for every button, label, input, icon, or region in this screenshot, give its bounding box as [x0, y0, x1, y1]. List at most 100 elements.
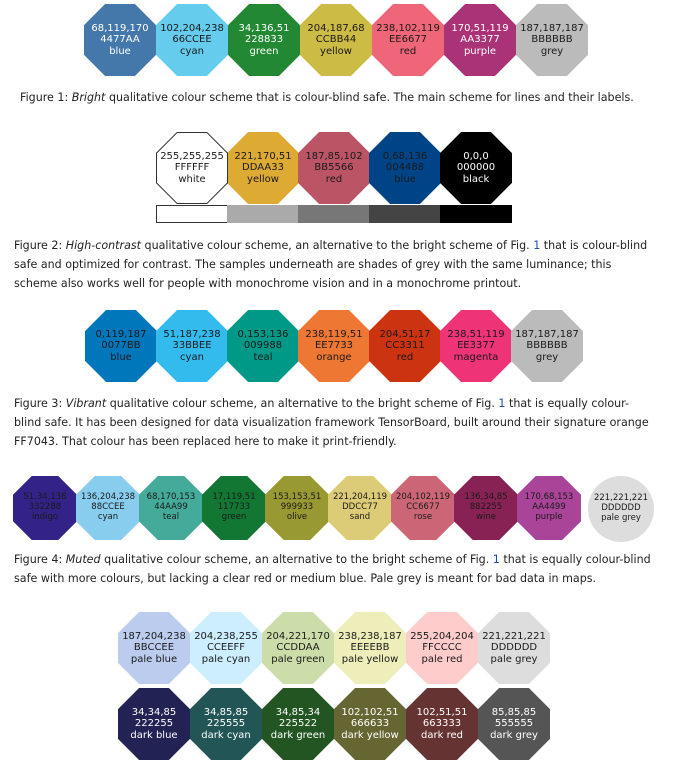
swatch-hex: DDAA33 — [242, 162, 284, 174]
swatch-rgb: 187,187,187 — [520, 22, 584, 34]
swatch-name: dark red — [421, 729, 463, 741]
swatch-name: dark yellow — [341, 729, 399, 741]
swatch-name: red — [399, 45, 417, 57]
swatch-name: pale grey — [601, 512, 641, 523]
swatch-name: red — [396, 351, 414, 363]
swatch-hex: FFCCCC — [422, 642, 462, 654]
swatch-name: grey — [540, 45, 564, 57]
white-swatch-outline — [156, 132, 228, 204]
swatch-rgb: 34,136,51 — [238, 22, 290, 34]
figure2-fig-ref[interactable]: 1 — [533, 239, 541, 252]
colour-swatch-blue: 0,68,136 004488 blue — [369, 132, 441, 204]
figure2-scheme-name: High-contrast — [65, 239, 141, 252]
swatch-rgb: 102,102,51 — [341, 706, 399, 718]
swatch-name: pale cyan — [201, 653, 251, 665]
figure4-fig-ref[interactable]: 1 — [492, 553, 500, 566]
grey-luminance-bar — [440, 205, 512, 223]
colour-swatch-green: 34,136,51 228833 green — [228, 4, 300, 76]
swatch-hex: CCBB44 — [315, 34, 357, 46]
swatch-rgb: 238,119,51 — [305, 328, 363, 340]
swatch-name: pale yellow — [341, 653, 399, 665]
colour-swatch-dark-green: 34,85,34 225522 dark green — [262, 688, 334, 760]
swatch-rgb: 136,204,238 — [80, 492, 136, 503]
swatch-name: wine — [476, 511, 496, 522]
colour-swatch-pale-grey: 221,221,221 DDDDDD pale grey — [478, 612, 550, 684]
swatch-name: indigo — [31, 511, 59, 522]
figure2-caption-text-b: that is colour-blind safe and optimized … — [14, 239, 648, 290]
swatch-rgb: 85,85,85 — [491, 706, 537, 718]
swatch-name: blue — [394, 173, 416, 185]
colour-swatch-red: 187,85,102 BB5566 red — [298, 132, 370, 204]
swatch-hex: 009988 — [243, 340, 283, 352]
swatch-hex: 66CCEE — [172, 34, 212, 46]
swatch-rgb: 204,102,119 — [395, 492, 451, 503]
swatch-hex: 000000 — [456, 162, 496, 174]
swatch-rgb: 238,102,119 — [376, 22, 440, 34]
swatch-name: teal — [162, 511, 180, 522]
swatch-name: blue — [110, 351, 132, 363]
swatch-hex: EEEEBB — [350, 642, 390, 654]
figure4-caption-text-b: that is equally colour-blind safe with m… — [14, 553, 651, 585]
swatch-rgb: 153,153,51 — [272, 492, 322, 503]
swatch-rgb: 221,221,221 — [482, 630, 546, 642]
swatch-rgb: 0,153,136 — [237, 328, 289, 340]
swatch-rgb: 51,187,238 — [163, 328, 221, 340]
figure3-label: Figure 3: — [14, 397, 63, 410]
colour-swatch-red: 238,102,119 EE6677 red — [372, 4, 444, 76]
grey-luminance-bar — [156, 205, 228, 223]
swatch-rgb: 102,204,238 — [160, 22, 224, 34]
colour-swatch-indigo: 51,34,136 332288 indigo — [13, 476, 77, 540]
swatch-rgb: 0,0,0 — [463, 150, 489, 162]
swatch-rgb: 255,204,204 — [410, 630, 474, 642]
swatch-hex: 332288 — [28, 502, 62, 513]
swatch-hex: AA4499 — [532, 502, 566, 513]
swatch-name: dark grey — [490, 729, 538, 741]
figure2-caption: Figure 2: High-contrast qualitative colo… — [14, 236, 654, 293]
swatch-hex: EE6677 — [388, 34, 428, 46]
swatch-name: green — [249, 45, 279, 57]
colour-swatch-pale-green: 204,221,170 CCDDAA pale green — [262, 612, 334, 684]
swatch-name: red — [325, 173, 343, 185]
swatch-name: blue — [109, 45, 131, 57]
figure1-label: Figure 1: — [20, 91, 69, 104]
figure1-caption-text: qualitative colour scheme that is colour… — [105, 91, 634, 104]
swatch-hex: 44AA99 — [154, 502, 188, 513]
swatch-rgb: 34,85,34 — [275, 706, 321, 718]
swatch-name: dark cyan — [201, 729, 251, 741]
swatch-hex: 555555 — [494, 718, 534, 730]
swatch-rgb: 238,238,187 — [338, 630, 402, 642]
swatch-hex: CC3311 — [385, 340, 425, 352]
swatch-name: magenta — [453, 351, 499, 363]
swatch-name: dark blue — [130, 729, 178, 741]
figure4-caption: Figure 4: Muted qualitative colour schem… — [14, 550, 654, 588]
swatch-hex: 666633 — [350, 718, 390, 730]
grey-luminance-bar — [227, 205, 299, 223]
colour-swatch-pale-cyan: 204,238,255 CCEEFF pale cyan — [190, 612, 262, 684]
colour-swatch-rose: 204,102,119 CC6677 rose — [391, 476, 455, 540]
swatch-rgb: 68,119,170 — [91, 22, 149, 34]
swatch-rgb: 68,170,153 — [146, 492, 196, 503]
colour-swatch-purple: 170,68,153 AA4499 purple — [517, 476, 581, 540]
swatch-rgb: 187,85,102 — [305, 150, 363, 162]
swatch-name: white — [178, 173, 206, 185]
colour-swatch-sand: 221,204,119 DDCC77 sand — [328, 476, 392, 540]
swatch-name: grey — [535, 351, 559, 363]
swatch-hex: 4477AA — [100, 34, 140, 46]
swatch-hex: 663333 — [422, 718, 462, 730]
swatch-hex: 117733 — [217, 502, 251, 513]
colour-swatch-dark-red: 102,51,51 663333 dark red — [406, 688, 478, 760]
colour-swatch-blue: 68,119,170 4477AA blue — [84, 4, 156, 76]
swatch-name: cyan — [180, 45, 204, 57]
colour-swatch-cyan: 136,204,238 88CCEE cyan — [76, 476, 140, 540]
swatch-rgb: 238,51,119 — [447, 328, 505, 340]
swatch-name: green — [221, 511, 247, 522]
colour-swatch-pale-blue: 187,204,238 BBCCEE pale blue — [118, 612, 190, 684]
swatch-rgb: 0,119,187 — [95, 328, 147, 340]
swatch-name: pale red — [421, 653, 463, 665]
figure3-fig-ref[interactable]: 1 — [498, 397, 506, 410]
swatch-name: yellow — [247, 173, 279, 185]
swatch-name: yellow — [320, 45, 352, 57]
colour-swatch-magenta: 238,51,119 EE3377 magenta — [440, 310, 512, 382]
colour-swatch-purple: 170,51,119 AA3377 purple — [444, 4, 516, 76]
swatch-rgb: 221,204,119 — [332, 492, 388, 503]
